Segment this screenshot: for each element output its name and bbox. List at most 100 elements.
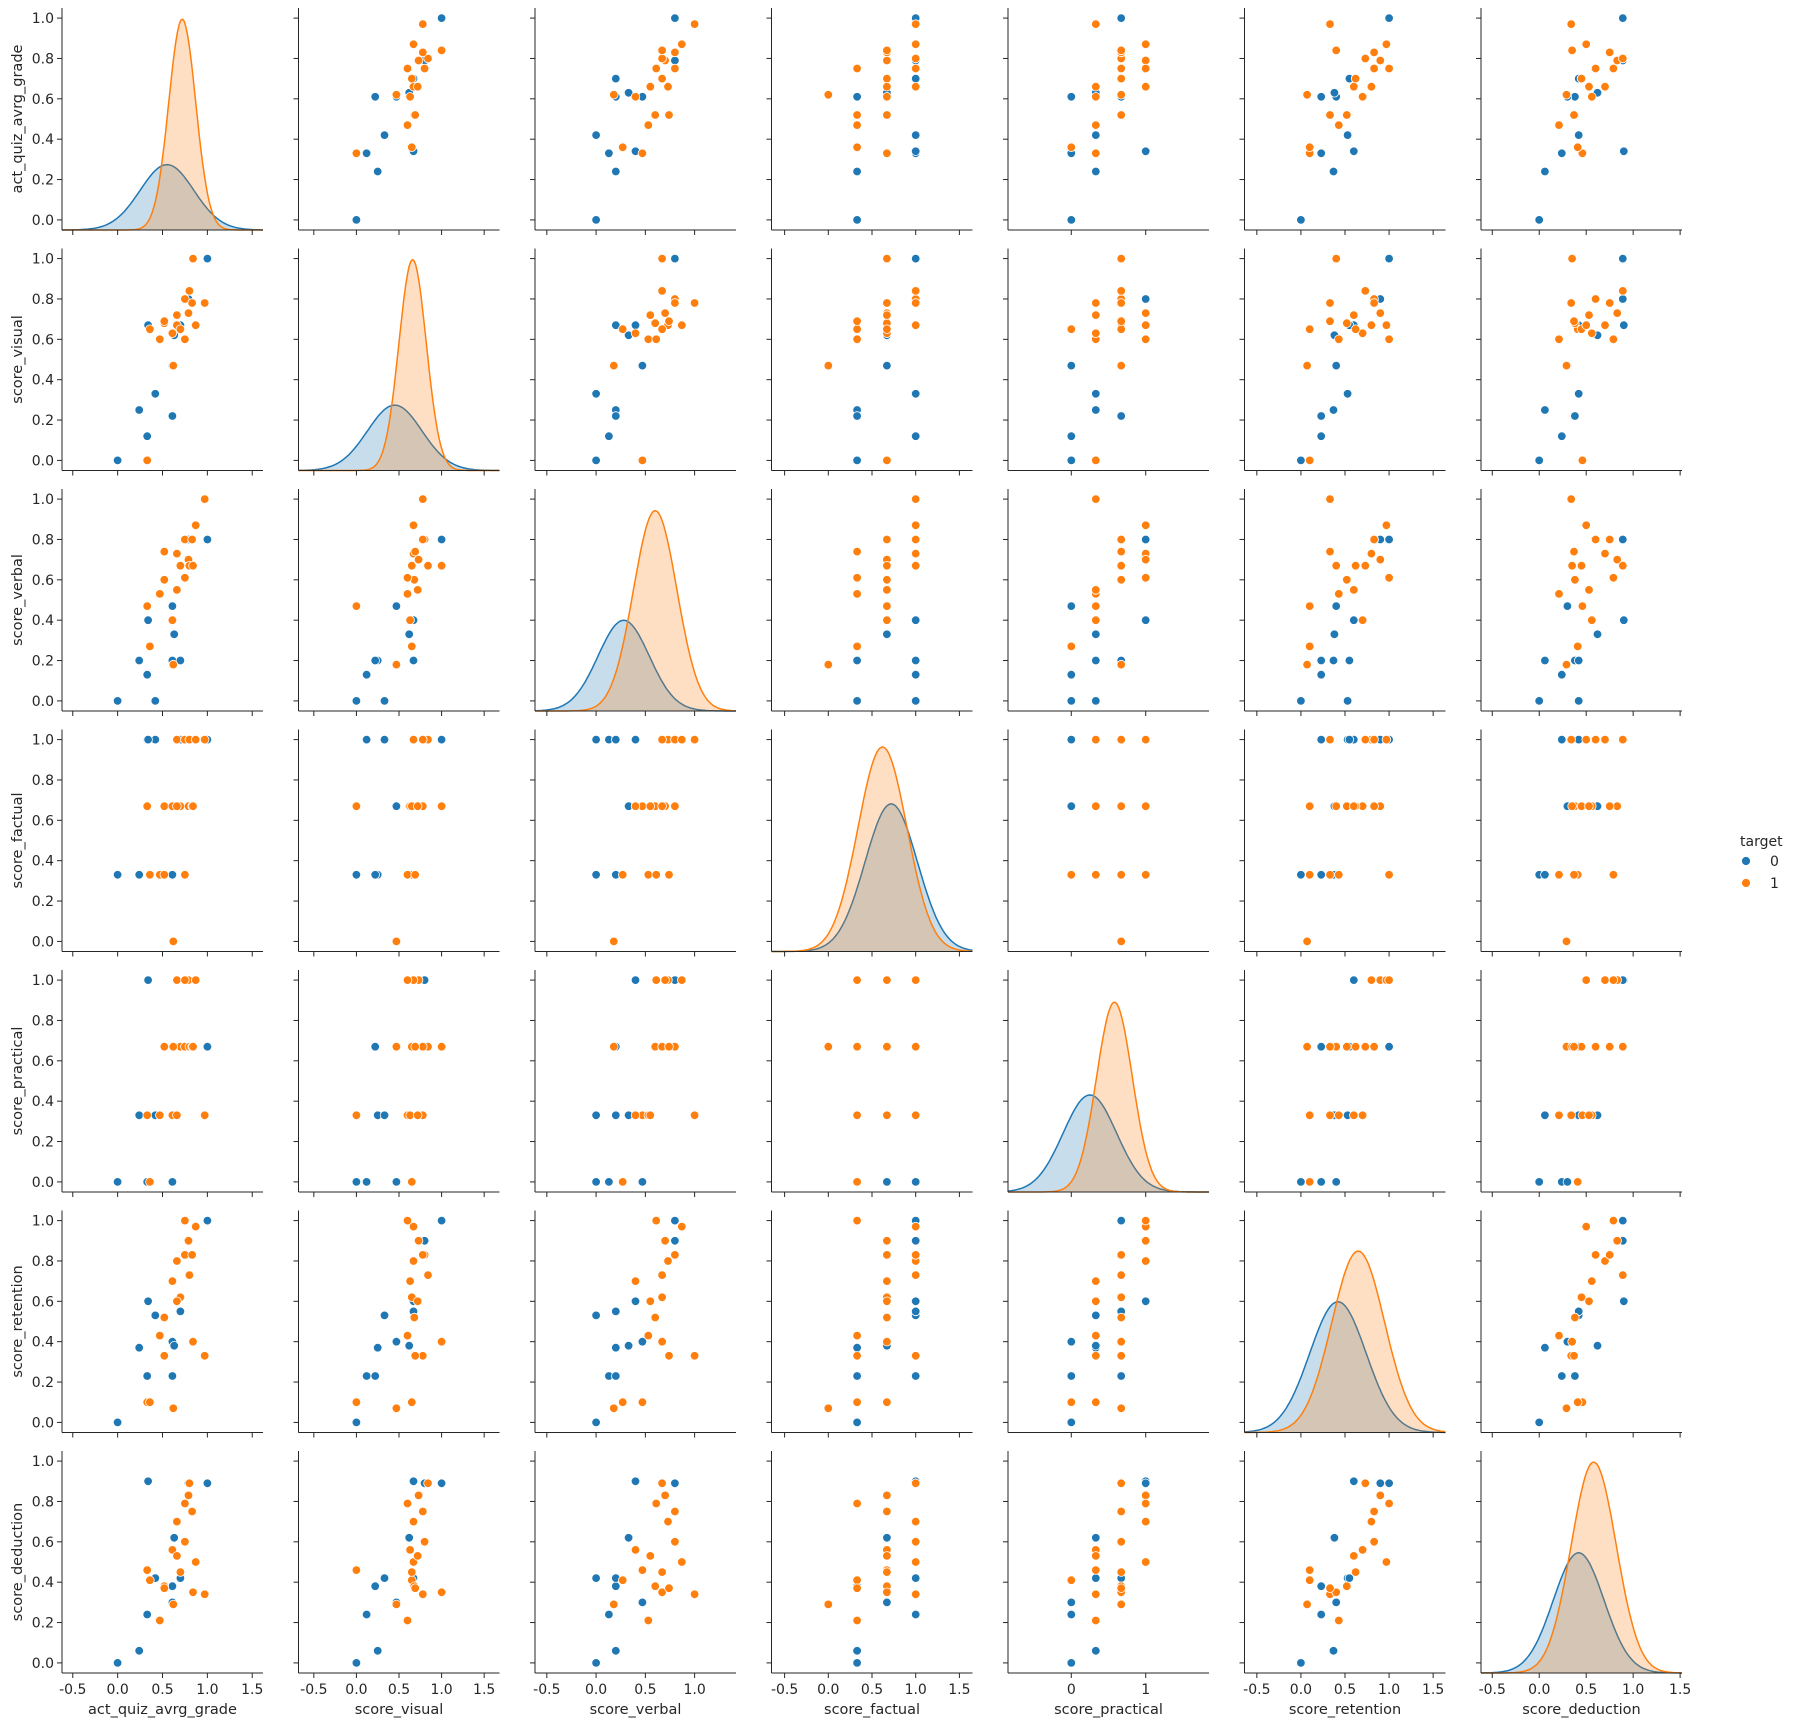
scatter-point-target-0 bbox=[1618, 1215, 1628, 1226]
scatter-point-target-1 bbox=[1116, 360, 1126, 371]
scatter-point-target-1 bbox=[852, 1110, 862, 1121]
scatter-point-target-1 bbox=[418, 47, 428, 58]
scatter-point-target-1 bbox=[1570, 1312, 1580, 1323]
scatter-point-target-0 bbox=[1316, 734, 1326, 745]
scatter-point-target-1 bbox=[1587, 615, 1597, 625]
y-tick-label: 0.0 bbox=[32, 1415, 54, 1431]
scatter-point-target-0 bbox=[1066, 1597, 1077, 1608]
scatter-point-target-1 bbox=[882, 1276, 892, 1286]
scatter-point-target-1 bbox=[1140, 554, 1151, 565]
y-tick-label: 0.4 bbox=[32, 1094, 54, 1110]
scatter-point-target-0 bbox=[1573, 655, 1584, 666]
scatter-point-target-0 bbox=[637, 1336, 648, 1347]
scatter-point-target-1 bbox=[882, 561, 892, 571]
scatter-point-target-1 bbox=[172, 1551, 182, 1561]
scatter-point-target-1 bbox=[1304, 641, 1315, 652]
scatter-point-target-1 bbox=[1590, 734, 1601, 745]
scatter-point-target-0 bbox=[1316, 870, 1326, 880]
scatter-point-target-1 bbox=[402, 975, 413, 985]
scatter-point-target-1 bbox=[1116, 1270, 1126, 1280]
scatter-point-target-1 bbox=[413, 1236, 424, 1246]
scatter-point-target-0 bbox=[1557, 431, 1567, 441]
scatter-point-target-1 bbox=[1334, 1110, 1344, 1121]
scatter-point-target-0 bbox=[1066, 360, 1077, 371]
scatter-point-target-1 bbox=[882, 298, 892, 308]
scatter-point-target-1 bbox=[159, 801, 170, 811]
panel-act_quiz_avrg_grade-vs-score_retention bbox=[1296, 13, 1394, 225]
scatter-point-target-1 bbox=[167, 615, 178, 625]
panel-score_visual-vs-score_practical bbox=[1066, 253, 1151, 466]
scatter-point-target-1 bbox=[1584, 1110, 1594, 1121]
x-axis-label: score_factual bbox=[824, 1702, 920, 1718]
scatter-point-target-1 bbox=[413, 1551, 423, 1561]
scatter-point-target-0 bbox=[911, 615, 921, 625]
scatter-point-target-0 bbox=[436, 534, 447, 545]
scatter-point-target-0 bbox=[882, 1533, 892, 1543]
scatter-point-target-1 bbox=[1331, 801, 1341, 811]
y-tick-label: 0.6 bbox=[32, 1294, 54, 1310]
scatter-point-target-1 bbox=[1384, 1498, 1394, 1509]
scatter-point-target-1 bbox=[1116, 1537, 1126, 1547]
scatter-point-target-0 bbox=[1091, 1340, 1101, 1351]
scatter-point-target-1 bbox=[351, 601, 362, 611]
scatter-point-target-1 bbox=[637, 148, 648, 159]
scatter-point-target-0 bbox=[1066, 801, 1077, 811]
scatter-point-target-1 bbox=[1384, 870, 1394, 880]
scatter-point-target-0 bbox=[1116, 1371, 1126, 1381]
scatter-point-target-1 bbox=[1357, 92, 1368, 102]
scatter-point-target-1 bbox=[1375, 1490, 1386, 1501]
scatter-point-target-1 bbox=[418, 734, 428, 745]
scatter-point-target-1 bbox=[1570, 575, 1580, 585]
scatter-point-target-1 bbox=[657, 286, 667, 296]
scatter-point-target-1 bbox=[609, 1599, 619, 1610]
panel-score_retention-vs-score_retention bbox=[1244, 1250, 1446, 1434]
scatter-point-target-1 bbox=[1584, 310, 1594, 320]
scatter-point-target-0 bbox=[611, 320, 621, 330]
scatter-point-target-1 bbox=[413, 801, 423, 811]
scatter-point-target-0 bbox=[1384, 13, 1394, 23]
scatter-point-target-0 bbox=[1066, 92, 1077, 102]
scatter-point-target-1 bbox=[142, 601, 152, 611]
scatter-point-target-1 bbox=[852, 573, 862, 583]
scatter-point-target-0 bbox=[1573, 389, 1584, 399]
scatter-point-target-1 bbox=[145, 870, 155, 880]
scatter-point-target-1 bbox=[1581, 320, 1591, 330]
scatter-point-target-1 bbox=[410, 110, 420, 120]
scatter-point-target-0 bbox=[169, 629, 179, 640]
scatter-point-target-0 bbox=[1116, 13, 1126, 23]
scatter-point-target-1 bbox=[823, 1403, 834, 1414]
panel-score_visual-vs-score_factual bbox=[823, 253, 921, 466]
scatter-point-target-1 bbox=[1302, 360, 1312, 371]
scatter-point-target-1 bbox=[155, 589, 165, 599]
scatter-point-target-1 bbox=[882, 81, 892, 92]
scatter-point-target-1 bbox=[645, 1110, 656, 1121]
scatter-point-target-1 bbox=[1584, 801, 1594, 811]
scatter-point-target-1 bbox=[413, 1110, 423, 1121]
scatter-point-target-1 bbox=[852, 324, 862, 334]
scatter-point-target-1 bbox=[1375, 55, 1386, 66]
scatter-point-target-1 bbox=[852, 1575, 862, 1585]
scatter-point-target-1 bbox=[159, 1041, 170, 1052]
scatter-point-target-1 bbox=[1304, 601, 1315, 611]
panel-score_practical-vs-score_deduction bbox=[1534, 975, 1629, 1187]
scatter-point-target-1 bbox=[1567, 253, 1577, 264]
scatter-point-target-0 bbox=[1592, 1340, 1603, 1351]
scatter-point-target-1 bbox=[911, 520, 921, 531]
scatter-point-target-1 bbox=[423, 1270, 433, 1280]
scatter-point-target-1 bbox=[188, 253, 198, 264]
scatter-point-target-1 bbox=[882, 73, 892, 84]
x-tick-label: 0.5 bbox=[1334, 1682, 1356, 1698]
scatter-point-target-1 bbox=[911, 1270, 921, 1280]
scatter-point-target-1 bbox=[1325, 1583, 1335, 1593]
scatter-point-target-1 bbox=[1360, 561, 1371, 571]
y-tick-label: 0.4 bbox=[32, 373, 54, 389]
scatter-point-target-0 bbox=[373, 1646, 383, 1656]
scatter-point-target-0 bbox=[1562, 601, 1573, 611]
kde-fill-target-0 bbox=[1481, 1552, 1682, 1673]
scatter-point-target-0 bbox=[852, 1371, 862, 1381]
scatter-point-target-1 bbox=[882, 455, 892, 466]
scatter-point-target-0 bbox=[436, 1478, 447, 1489]
panel-act_quiz_avrg_grade-vs-score_practical bbox=[1066, 13, 1151, 225]
panel-act_quiz_avrg_grade-vs-score_factual bbox=[823, 13, 921, 225]
scatter-point-target-1 bbox=[391, 1599, 402, 1610]
